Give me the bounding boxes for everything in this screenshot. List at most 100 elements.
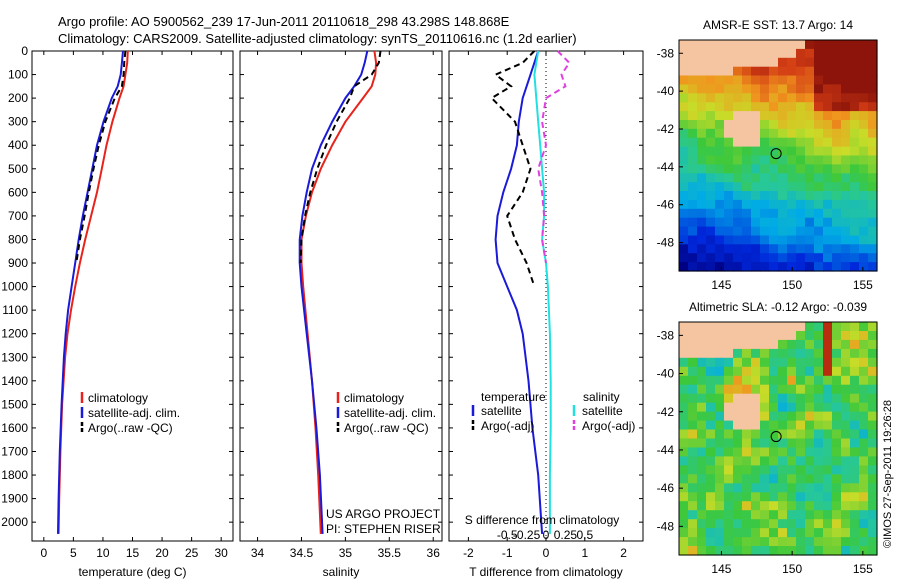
map-cell (724, 235, 734, 245)
map-cell (724, 199, 734, 210)
map-cell (724, 262, 734, 272)
map-cell (787, 40, 797, 50)
map-cell (697, 182, 707, 192)
map-cell (706, 66, 716, 77)
map-cell (823, 191, 833, 201)
map-cell (715, 40, 725, 50)
map-cell (832, 474, 842, 484)
map-cell (841, 331, 851, 341)
map-cell (805, 199, 815, 210)
map-cell (823, 262, 833, 272)
map-cell (778, 438, 788, 449)
map-cell (733, 348, 743, 359)
y-tick-label: 400 (8, 138, 28, 152)
map-cell (832, 375, 842, 386)
map-cell (715, 173, 725, 183)
map-cell (841, 339, 851, 350)
map-cell (859, 262, 869, 272)
map-cell (769, 447, 779, 458)
map-cell (697, 40, 707, 50)
map-cell (679, 411, 689, 422)
map-cell (724, 420, 734, 431)
map-cell (850, 146, 860, 157)
y-tick-label: 800 (8, 232, 28, 246)
x-tick-label: 150 (782, 562, 802, 576)
map-cell (742, 348, 752, 359)
map-cell (715, 182, 725, 192)
map-cell (814, 199, 824, 210)
map-cell (697, 402, 707, 413)
map-cell (787, 146, 797, 157)
x-tick-label: 25 (185, 546, 199, 560)
map-cell (787, 348, 797, 359)
map-cell (751, 199, 761, 210)
map-cell (868, 199, 878, 210)
map-cell (841, 492, 851, 502)
map-cell (787, 483, 797, 493)
map-cell (679, 235, 689, 245)
map-cell (706, 411, 716, 422)
map-cell (679, 262, 689, 272)
map-cell (715, 510, 725, 520)
map-cell (706, 75, 716, 85)
map-cell (796, 66, 806, 77)
y-tick-label: 1100 (2, 303, 28, 317)
map-cell (724, 465, 734, 475)
map-cell (823, 492, 833, 502)
map-cell (751, 366, 761, 377)
map-cell (832, 66, 842, 77)
map-cell (859, 322, 869, 332)
top-axis-tick-label: 0.5 (576, 528, 593, 542)
map-cell (787, 331, 797, 341)
map-cell (751, 348, 761, 359)
map-cell (769, 235, 779, 245)
map-cell (679, 456, 689, 466)
map-cell (823, 420, 833, 431)
map-cell (850, 366, 860, 377)
map-cell (832, 182, 842, 192)
map-cell (805, 357, 815, 368)
map-cell (823, 137, 833, 148)
map-cell (850, 322, 860, 332)
top-axis-title: S difference from climatology (465, 513, 620, 527)
map-cell (868, 191, 878, 201)
map-cell (724, 492, 734, 502)
map-cell (832, 537, 842, 547)
map-cell (859, 474, 869, 484)
map-cell (751, 102, 761, 112)
map-cell (778, 429, 788, 440)
map-cell (814, 244, 824, 254)
map-cell (796, 537, 806, 547)
map-cell (841, 128, 851, 139)
map-cell (742, 357, 752, 368)
map-cell (724, 519, 734, 529)
map-cell (706, 226, 716, 237)
map-cell (742, 57, 752, 68)
map-cell (760, 420, 770, 431)
map-cell (742, 84, 752, 94)
map-cell (706, 331, 716, 341)
map-cell (850, 137, 860, 148)
map-cell (823, 84, 833, 94)
map-cell (778, 483, 788, 493)
map-cell (715, 331, 725, 341)
map-cell (697, 519, 707, 529)
map-cell (796, 465, 806, 475)
map-cell (688, 474, 698, 484)
x-tick-label: 145 (711, 562, 731, 576)
map-cell (778, 66, 788, 77)
profile-panel-1: 0 5 10 15 20 25 300100200300400500600700800900… (1, 44, 234, 579)
map-cell (814, 75, 824, 85)
map-cell (769, 546, 779, 556)
map-cell (814, 402, 824, 413)
map-cell (751, 182, 761, 192)
map-cell (832, 483, 842, 493)
map-cell (733, 173, 743, 183)
map-cell (760, 322, 770, 332)
map-cell (778, 375, 788, 386)
map-cell (769, 262, 779, 272)
map-cell (688, 93, 698, 103)
map-cell (841, 120, 851, 130)
map-cell (859, 199, 869, 210)
map-cell (688, 465, 698, 475)
